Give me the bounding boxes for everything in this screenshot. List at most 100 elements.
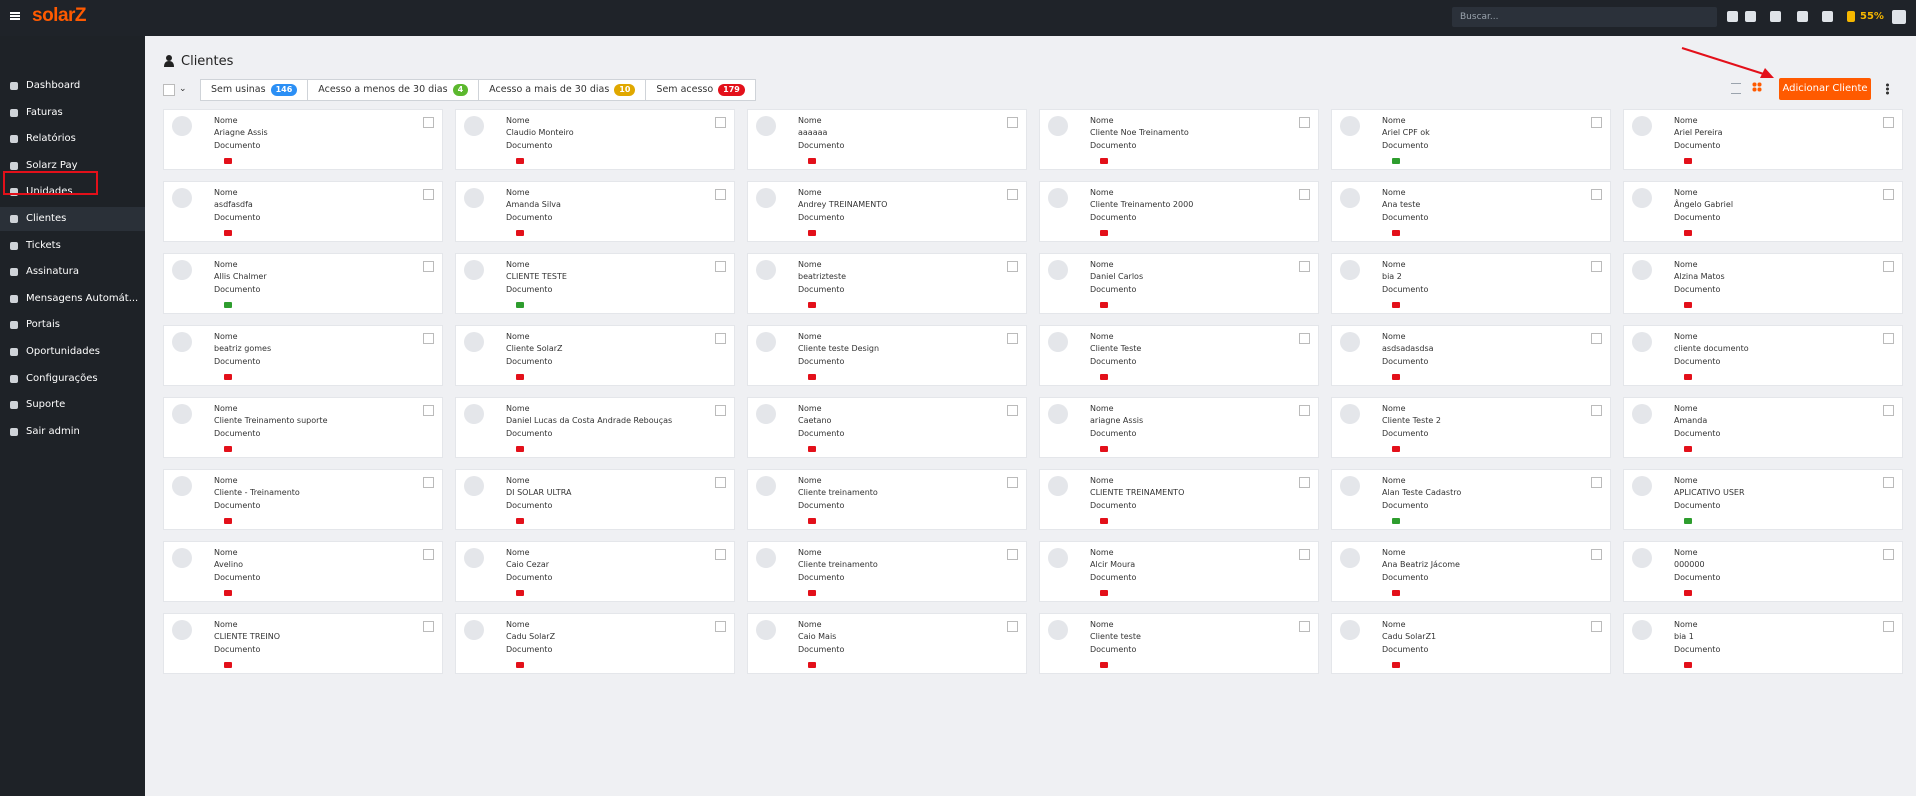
search-icon[interactable] bbox=[1727, 11, 1738, 22]
card-checkbox[interactable] bbox=[1007, 621, 1018, 632]
client-card[interactable]: Nome Cliente Treinamento suporte Documento bbox=[163, 397, 443, 458]
client-card[interactable]: Nome Cliente Teste 2 Documento bbox=[1331, 397, 1611, 458]
search-input[interactable]: Buscar... bbox=[1452, 7, 1717, 27]
card-checkbox[interactable] bbox=[1007, 189, 1018, 200]
sidebar-item[interactable]: Dashboard bbox=[0, 74, 145, 98]
client-card[interactable]: Nome Claudio Monteiro Documento bbox=[455, 109, 735, 170]
client-card[interactable]: Nome Alzina Matos Documento bbox=[1623, 253, 1903, 314]
card-checkbox[interactable] bbox=[1591, 549, 1602, 560]
sidebar-item[interactable]: Mensagens Automát... bbox=[0, 287, 145, 311]
card-checkbox[interactable] bbox=[1883, 189, 1894, 200]
card-checkbox[interactable] bbox=[1007, 333, 1018, 344]
client-card[interactable]: Nome Andrey TREINAMENTO Documento bbox=[747, 181, 1027, 242]
client-card[interactable]: Nome beatriz gomes Documento bbox=[163, 325, 443, 386]
card-checkbox[interactable] bbox=[1883, 621, 1894, 632]
card-checkbox[interactable] bbox=[1007, 117, 1018, 128]
card-checkbox[interactable] bbox=[1591, 117, 1602, 128]
client-card[interactable]: Nome Avelino Documento bbox=[163, 541, 443, 602]
tasks-icon[interactable] bbox=[1822, 11, 1833, 22]
client-card[interactable]: Nome bia 2 Documento bbox=[1331, 253, 1611, 314]
card-checkbox[interactable] bbox=[715, 189, 726, 200]
card-checkbox[interactable] bbox=[715, 117, 726, 128]
card-checkbox[interactable] bbox=[1591, 261, 1602, 272]
card-checkbox[interactable] bbox=[1883, 549, 1894, 560]
client-card[interactable]: Nome Daniel Lucas da Costa Andrade Rebouç… bbox=[455, 397, 735, 458]
client-card[interactable]: Nome Allis Chalmer Documento bbox=[163, 253, 443, 314]
sidebar-item[interactable]: Faturas bbox=[0, 101, 145, 125]
client-card[interactable]: Nome Caio Mais Documento bbox=[747, 613, 1027, 674]
client-card[interactable]: Nome 000000 Documento bbox=[1623, 541, 1903, 602]
card-checkbox[interactable] bbox=[1591, 621, 1602, 632]
sidebar-item[interactable]: Tickets bbox=[0, 234, 145, 258]
card-checkbox[interactable] bbox=[1299, 405, 1310, 416]
select-dropdown[interactable]: ⌄ bbox=[179, 84, 187, 94]
sidebar-item[interactable]: Unidades bbox=[0, 180, 145, 204]
card-checkbox[interactable] bbox=[1591, 333, 1602, 344]
card-checkbox[interactable] bbox=[1007, 477, 1018, 488]
client-card[interactable]: Nome bia 1 Documento bbox=[1623, 613, 1903, 674]
more-menu[interactable] bbox=[1886, 83, 1889, 95]
sidebar-item[interactable]: Relatórios bbox=[0, 127, 145, 151]
add-client-button[interactable]: Adicionar Cliente bbox=[1779, 78, 1871, 100]
card-checkbox[interactable] bbox=[1299, 261, 1310, 272]
client-card[interactable]: Nome Cliente teste Design Documento bbox=[747, 325, 1027, 386]
menu-button[interactable] bbox=[10, 12, 20, 20]
card-checkbox[interactable] bbox=[1007, 405, 1018, 416]
client-card[interactable]: Nome Alan Teste Cadastro Documento bbox=[1331, 469, 1611, 530]
client-card[interactable]: Nome CLIENTE TREINAMENTO Documento bbox=[1039, 469, 1319, 530]
client-card[interactable]: Nome Daniel Carlos Documento bbox=[1039, 253, 1319, 314]
card-checkbox[interactable] bbox=[1299, 477, 1310, 488]
client-card[interactable]: Nome aaaaaa Documento bbox=[747, 109, 1027, 170]
card-checkbox[interactable] bbox=[1007, 549, 1018, 560]
card-checkbox[interactable] bbox=[423, 117, 434, 128]
card-checkbox[interactable] bbox=[423, 405, 434, 416]
client-card[interactable]: Nome Caetano Documento bbox=[747, 397, 1027, 458]
card-checkbox[interactable] bbox=[423, 189, 434, 200]
sidebar-item[interactable]: Suporte bbox=[0, 393, 145, 417]
card-checkbox[interactable] bbox=[1883, 405, 1894, 416]
client-card[interactable]: Nome Ariagne Assis Documento bbox=[163, 109, 443, 170]
client-card[interactable]: Nome Cadu SolarZ1 Documento bbox=[1331, 613, 1611, 674]
client-card[interactable]: Nome Cliente - Treinamento Documento bbox=[163, 469, 443, 530]
card-checkbox[interactable] bbox=[1591, 189, 1602, 200]
filter-tab[interactable]: Acesso a mais de 30 dias 10 bbox=[479, 80, 647, 100]
client-card[interactable]: Nome Ariel CPF ok Documento bbox=[1331, 109, 1611, 170]
card-checkbox[interactable] bbox=[1591, 405, 1602, 416]
grid-view-button[interactable] bbox=[1752, 82, 1762, 92]
card-checkbox[interactable] bbox=[715, 621, 726, 632]
sidebar-item[interactable]: Oportunidades bbox=[0, 340, 145, 364]
card-checkbox[interactable] bbox=[1299, 333, 1310, 344]
card-checkbox[interactable] bbox=[1591, 477, 1602, 488]
client-card[interactable]: Nome Cliente teste Documento bbox=[1039, 613, 1319, 674]
client-card[interactable]: Nome Cliente Teste Documento bbox=[1039, 325, 1319, 386]
client-card[interactable]: Nome Cliente SolarZ Documento bbox=[455, 325, 735, 386]
card-checkbox[interactable] bbox=[1299, 117, 1310, 128]
client-card[interactable]: Nome Cadu SolarZ Documento bbox=[455, 613, 735, 674]
client-card[interactable]: Nome asdsadasdsa Documento bbox=[1331, 325, 1611, 386]
card-checkbox[interactable] bbox=[715, 261, 726, 272]
client-card[interactable]: Nome Ângelo Gabriel Documento bbox=[1623, 181, 1903, 242]
card-checkbox[interactable] bbox=[1883, 477, 1894, 488]
card-checkbox[interactable] bbox=[1883, 117, 1894, 128]
filter-tab[interactable]: Sem usinas 146 bbox=[201, 80, 309, 100]
card-checkbox[interactable] bbox=[1007, 261, 1018, 272]
card-checkbox[interactable] bbox=[423, 333, 434, 344]
client-card[interactable]: Nome beatrizteste Documento bbox=[747, 253, 1027, 314]
logo[interactable]: solarZ bbox=[32, 5, 87, 26]
client-card[interactable]: Nome ariagne Assis Documento bbox=[1039, 397, 1319, 458]
card-checkbox[interactable] bbox=[715, 405, 726, 416]
users-icon[interactable] bbox=[1770, 11, 1781, 22]
card-checkbox[interactable] bbox=[715, 477, 726, 488]
card-checkbox[interactable] bbox=[715, 333, 726, 344]
client-card[interactable]: Nome Ariel Pereira Documento bbox=[1623, 109, 1903, 170]
client-card[interactable]: Nome cliente documento Documento bbox=[1623, 325, 1903, 386]
list-view-button[interactable] bbox=[1731, 83, 1741, 94]
client-card[interactable]: Nome Cliente Treinamento 2000 Documento bbox=[1039, 181, 1319, 242]
sidebar-item[interactable]: Sair admin bbox=[0, 420, 145, 444]
client-card[interactable]: Nome Cliente treinamento Documento bbox=[747, 469, 1027, 530]
sidebar-item[interactable]: Clientes bbox=[0, 207, 145, 231]
sidebar-item[interactable]: Assinatura bbox=[0, 260, 145, 284]
client-card[interactable]: Nome Cliente Noe Treinamento Documento bbox=[1039, 109, 1319, 170]
notifications-icon[interactable] bbox=[1745, 11, 1756, 22]
client-card[interactable]: Nome Ana teste Documento bbox=[1331, 181, 1611, 242]
